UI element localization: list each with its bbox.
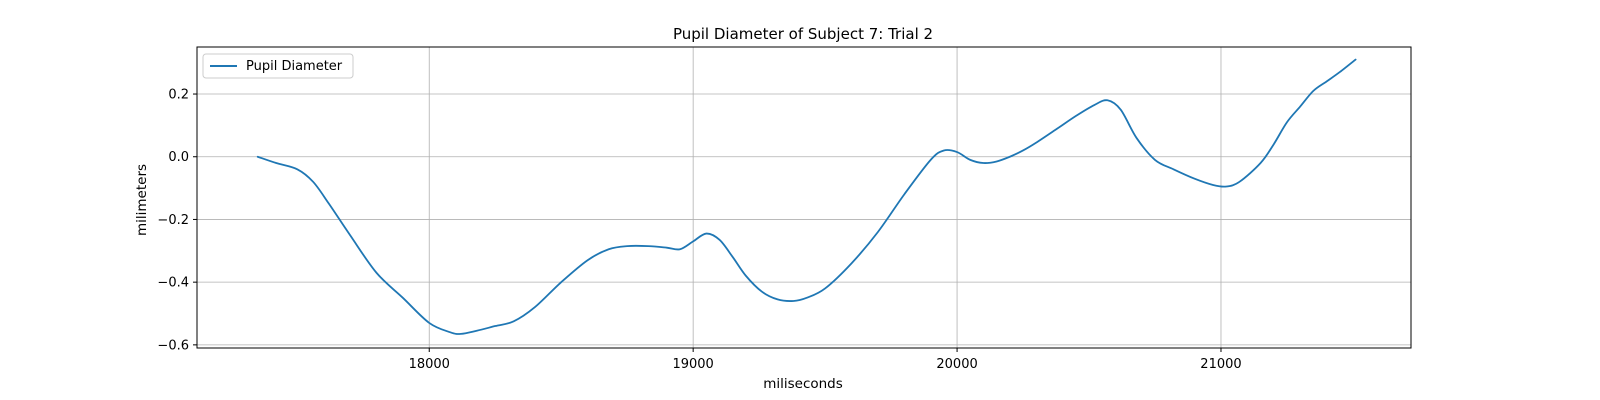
x-tick-label: 18000 [409, 357, 450, 372]
y-tick-label: 0.2 [168, 88, 189, 103]
x-tick-label: 21000 [1200, 357, 1241, 372]
x-tick-label: 20000 [936, 357, 977, 372]
series-layer [256, 58, 1357, 335]
tick-layer: 18000 19000 20000 21000 −0.6 −0.4 −0.2 0.0 0.2 [157, 88, 1241, 372]
legend-label: Pupil Diameter [246, 59, 343, 74]
legend-box [202, 53, 354, 79]
y-axis-label: milimeters [134, 164, 150, 236]
y-tick-label: −0.2 [157, 213, 189, 228]
y-tick-label: −0.4 [157, 276, 189, 291]
x-axis-label: miliseconds [763, 376, 843, 392]
y-tick-label: 0.0 [168, 150, 189, 165]
series-line-pupil-diameter [256, 58, 1357, 335]
y-tick-label: −0.6 [157, 338, 189, 353]
plot-frame [196, 46, 1412, 349]
chart-title: Pupil Diameter of Subject 7: Trial 2 [673, 25, 933, 43]
x-tick-label: 19000 [672, 357, 713, 372]
grid-layer [197, 47, 1411, 348]
legend: Pupil Diameter [202, 53, 354, 79]
